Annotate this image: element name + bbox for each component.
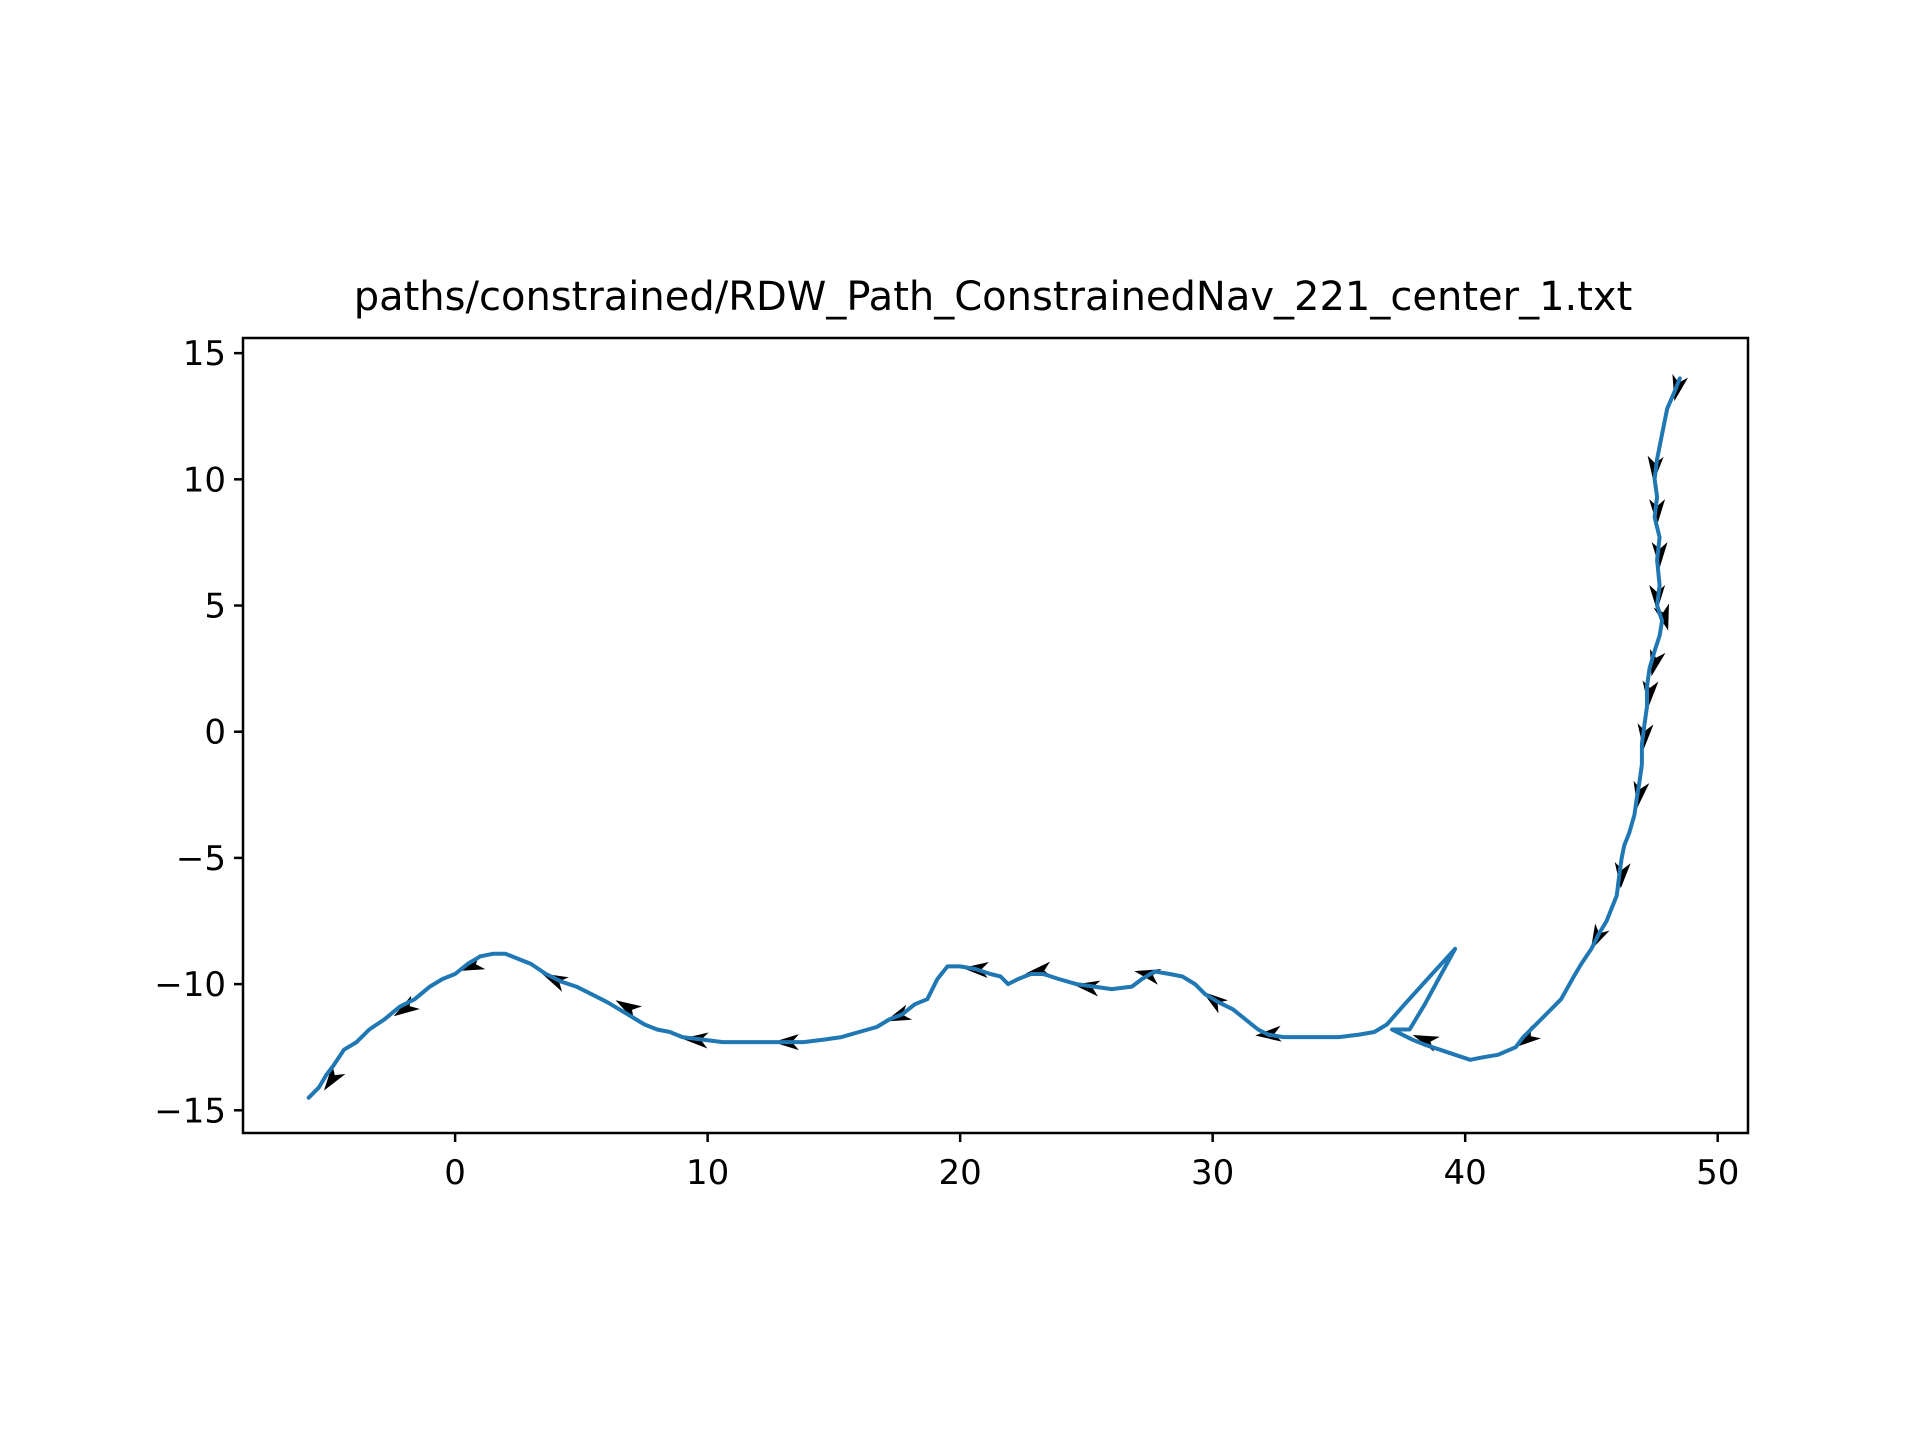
y-tick-label: 0 (204, 713, 226, 753)
x-tick-label: 0 (444, 1153, 466, 1193)
y-tick-label: 5 (204, 587, 226, 627)
x-tick-label: 20 (939, 1153, 982, 1193)
direction-arrow (1637, 723, 1654, 750)
direction-arrow (1672, 374, 1689, 402)
direction-arrow (615, 1000, 643, 1021)
x-tick-label: 40 (1444, 1153, 1487, 1193)
y-tick-label: −5 (176, 839, 226, 879)
y-tick-label: 15 (183, 334, 226, 374)
axes-frame (241, 336, 1750, 1135)
y-tick-label: −10 (154, 965, 226, 1005)
chart-title: paths/constrained/RDW_Path_ConstrainedNa… (354, 274, 1633, 320)
direction-arrow (323, 1064, 346, 1091)
direction-arrows (323, 374, 1689, 1091)
direction-arrow (541, 973, 569, 992)
x-tick-label: 30 (1191, 1153, 1234, 1193)
y-tick-label: −15 (154, 1091, 226, 1131)
x-tick-label: 10 (686, 1153, 729, 1193)
direction-arrow (1642, 680, 1659, 707)
direction-arrow (1025, 961, 1053, 978)
series-line (306, 376, 1682, 1100)
direction-arrow (393, 995, 420, 1017)
y-tick-label: 10 (183, 460, 226, 500)
series-layer (306, 376, 1682, 1100)
x-tick-label: 50 (1696, 1153, 1739, 1193)
